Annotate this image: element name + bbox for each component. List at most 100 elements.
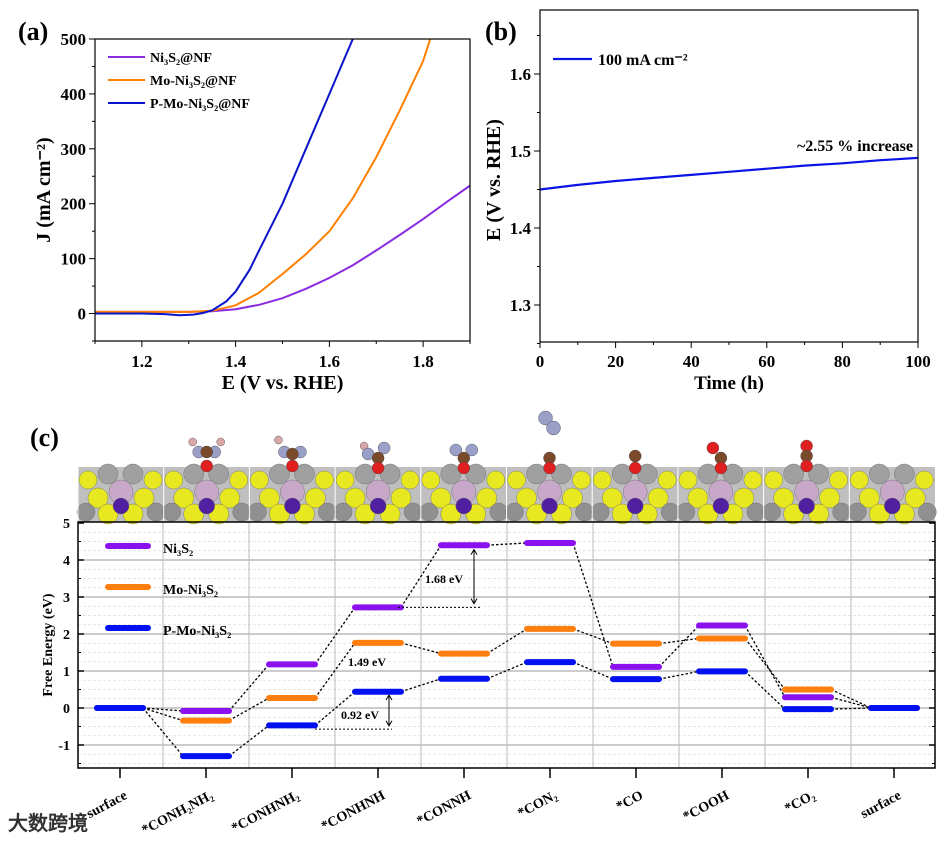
atom <box>250 470 269 490</box>
atom <box>315 470 334 490</box>
atom <box>183 503 204 525</box>
delta-label-mo: 1.49 eV <box>348 655 386 669</box>
atom <box>259 487 280 509</box>
atom <box>918 502 937 522</box>
atom <box>661 502 680 522</box>
atom <box>269 463 290 485</box>
atom <box>562 487 583 509</box>
connector-line <box>228 663 270 712</box>
atom <box>850 470 869 490</box>
connector-line <box>486 628 528 655</box>
y-tick-label: 200 <box>61 195 87 214</box>
panel-b: (b) 0 20 40 60 80 100 1.3 1.4 1.5 1.6 Time (h) E (V … <box>483 9 931 394</box>
series-line-2 <box>95 39 354 317</box>
x-axis-label: Time (h) <box>694 373 764 394</box>
x-category-label: *CONH₂NH₂ <box>140 788 216 838</box>
atom <box>76 502 96 522</box>
plot-frame-b <box>539 9 919 343</box>
x-tick-label: 1.2 <box>131 352 152 371</box>
connector-line <box>572 542 614 668</box>
atom <box>808 463 829 485</box>
x-category-label: *CONHNH₂ <box>229 788 302 836</box>
atom <box>697 503 719 525</box>
adsorbate-atom <box>538 410 553 426</box>
adsorbate-atom <box>216 437 225 447</box>
legend-label: 100 mA cm⁻² <box>598 52 688 69</box>
atom <box>859 487 880 509</box>
atom <box>403 502 423 522</box>
legend-label: Ni₃S₂@NF <box>150 51 212 66</box>
series-line-1 <box>95 39 432 313</box>
atom <box>743 470 763 490</box>
atom <box>869 463 890 485</box>
y-tick-label: 3 <box>63 591 70 606</box>
atom <box>848 502 867 522</box>
atom <box>516 487 537 509</box>
adsorbate-atom <box>286 447 299 461</box>
x-tick-label: 20 <box>607 352 624 371</box>
adsorbate-atom <box>286 459 299 473</box>
atom <box>390 487 412 509</box>
y-axis-label: J (mA cm⁻²) <box>33 137 55 242</box>
x-category-label: *CO₂ <box>782 788 817 816</box>
legend-label: Mo-Ni₃S₂@NF <box>150 74 237 89</box>
atom <box>440 463 461 485</box>
atom <box>507 470 526 490</box>
structure-panel <box>676 441 766 525</box>
atom <box>489 502 508 522</box>
atom <box>440 503 461 525</box>
connector-line <box>830 688 872 709</box>
y-axis-label: Free Energy (eV) <box>41 593 56 696</box>
atom <box>269 503 290 525</box>
atom <box>627 497 644 515</box>
atom <box>419 502 438 522</box>
atom <box>894 463 915 485</box>
panel-label-a: (a) <box>18 17 48 46</box>
atom <box>551 463 572 485</box>
adsorbate-atom <box>800 459 813 473</box>
atom <box>712 497 730 515</box>
atom <box>869 503 890 525</box>
connector-line <box>486 661 528 680</box>
adsorption-structures <box>76 410 937 525</box>
increase-annotation: ~2.55 % increase <box>797 138 913 155</box>
y-tick-label: -1 <box>58 739 70 754</box>
atom <box>248 502 267 522</box>
structure-panel <box>505 410 594 525</box>
atom <box>122 463 144 485</box>
atom <box>819 487 840 509</box>
atom <box>430 487 451 509</box>
panel-label-c: (c) <box>30 423 59 452</box>
adsorbate-atom <box>629 449 642 463</box>
x-category-label: surface <box>858 788 903 822</box>
atom <box>335 470 355 490</box>
atom <box>612 503 633 525</box>
x-axis-label: E (V vs. RHE) <box>222 372 344 394</box>
x-category-label: *CONNH <box>415 788 474 829</box>
y-tick-label: 1.3 <box>510 296 531 315</box>
x-tick-label: 60 <box>758 352 775 371</box>
atom <box>333 502 353 522</box>
atom <box>676 502 696 522</box>
y-tick-label: 0 <box>78 305 87 324</box>
atom <box>87 487 109 509</box>
x-tick-label: 1.6 <box>319 352 340 371</box>
connector-line <box>486 542 528 546</box>
y-tick-label: 500 <box>61 30 87 49</box>
atom <box>294 463 315 485</box>
structure-panel <box>76 463 166 525</box>
x-tick-label: 1.4 <box>225 352 247 371</box>
structure-panel <box>162 437 251 525</box>
series-line <box>539 156 919 191</box>
atom <box>229 470 248 490</box>
x-tick-label: 1.8 <box>413 352 434 371</box>
atom <box>915 470 934 490</box>
atom <box>208 463 229 485</box>
connector-line <box>658 625 700 668</box>
atom <box>183 463 204 485</box>
y-tick-label: 5 <box>63 517 70 532</box>
plot-frame-c <box>77 521 936 769</box>
y-tick-label: 400 <box>61 85 87 104</box>
atom <box>232 502 251 522</box>
